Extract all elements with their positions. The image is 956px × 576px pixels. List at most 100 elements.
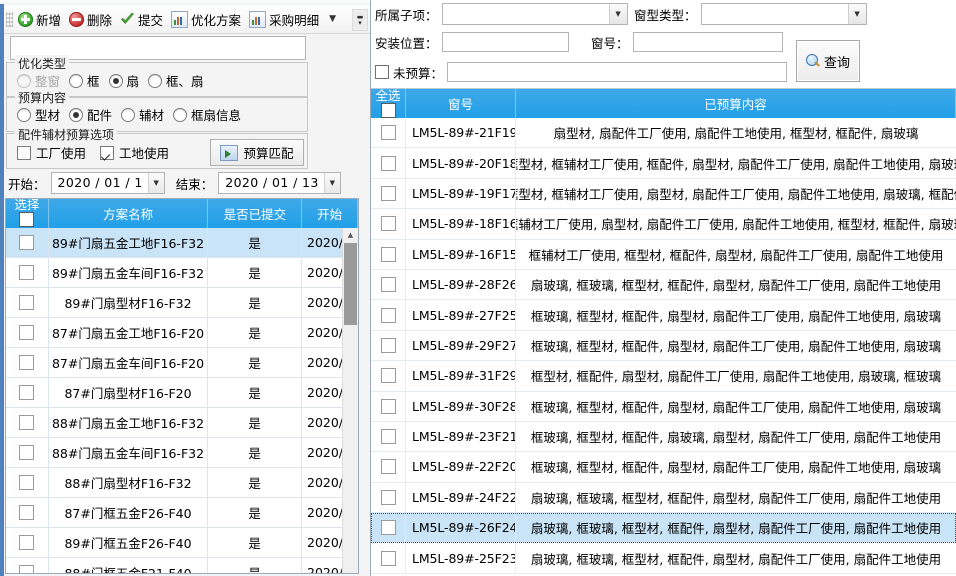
row-select-cell[interactable] (6, 348, 49, 377)
table-row[interactable]: LM5L-89#-19F17 框型材, 框辅材工厂使用, 扇型材, 扇配件工厂使用… (371, 178, 956, 210)
row-select-cell[interactable] (6, 378, 49, 407)
table-row[interactable]: LM5L-89#-31F29 框型材, 框配件, 扇型材, 扇配件工厂使用, 扇配… (371, 361, 956, 392)
row-select-cell[interactable] (371, 118, 406, 148)
scroll-up-icon[interactable]: ▲ (347, 231, 354, 239)
row-checkbox[interactable] (19, 415, 35, 430)
install-position-input[interactable] (441, 32, 569, 52)
row-checkbox[interactable] (380, 489, 396, 505)
chevron-down-icon[interactable]: ▼ (323, 173, 340, 193)
checkbox-site-use[interactable]: 工地使用 (100, 143, 169, 162)
row-select-cell[interactable] (6, 228, 49, 257)
row-checkbox[interactable] (19, 355, 35, 370)
row-checkbox[interactable] (19, 265, 35, 280)
row-select-cell[interactable] (371, 300, 406, 330)
budget-match-button[interactable]: 预算匹配 (210, 139, 304, 166)
chevron-down-icon[interactable]: ▼ (329, 14, 336, 24)
row-checkbox[interactable] (380, 550, 396, 566)
table-row[interactable]: LM5L-89#-28F26 扇玻璃, 框玻璃, 框型材, 框配件, 扇型材, 扇… (371, 269, 956, 301)
radio-optimize-frame[interactable]: 框 (69, 71, 100, 90)
row-checkbox[interactable] (19, 535, 35, 550)
table-row[interactable]: 87#门扇型材F16-F20 是 2020/0 (6, 378, 358, 408)
row-select-cell[interactable] (6, 498, 49, 527)
radio-budget-accessory[interactable]: 配件 (69, 105, 112, 124)
row-checkbox[interactable] (380, 307, 396, 323)
chevron-down-icon[interactable]: ▼ (608, 4, 627, 24)
end-date-picker[interactable]: 2020 / 01 / 13 ▼ (218, 172, 341, 194)
row-select-cell[interactable] (6, 528, 49, 557)
toolbar-overflow-button[interactable]: ▬ ▾ (352, 9, 368, 31)
row-checkbox[interactable] (19, 235, 35, 250)
row-select-cell[interactable] (371, 452, 406, 482)
row-checkbox[interactable] (19, 325, 35, 340)
row-select-cell[interactable] (371, 421, 406, 452)
row-checkbox[interactable] (380, 125, 396, 141)
window-type-combobox[interactable]: ▼ (700, 3, 867, 25)
table-row[interactable]: LM5L-89#-30F28 框玻璃, 框型材, 框配件, 扇型材, 扇配件工厂使… (371, 391, 956, 422)
table-row[interactable]: LM5L-89#-18F16 框辅材工厂使用, 扇型材, 扇配件工厂使用, 扇配件… (371, 209, 956, 240)
select-all-checkbox[interactable] (19, 212, 35, 227)
chevron-down-icon[interactable]: ▼ (847, 4, 866, 24)
row-checkbox[interactable] (19, 505, 35, 520)
radio-budget-auxiliary[interactable]: 辅材 (121, 105, 164, 124)
table-row[interactable]: LM5L-89#-29F27 框玻璃, 框型材, 框配件, 扇型材, 扇配件工厂使… (371, 330, 956, 362)
row-checkbox[interactable] (19, 445, 35, 460)
row-checkbox[interactable] (380, 216, 396, 232)
table-row[interactable]: LM5L-89#-21F19 扇型材, 扇配件工厂使用, 扇配件工地使用, 框型材… (371, 118, 956, 149)
table-row[interactable]: LM5L-89#-26F24 扇玻璃, 框玻璃, 框型材, 框配件, 扇型材, 扇… (371, 513, 956, 544)
plan-col-name[interactable]: 方案名称 (49, 199, 209, 228)
row-select-cell[interactable] (6, 438, 49, 467)
table-row[interactable]: LM5L-89#-23F21 框玻璃, 框型材, 框配件, 扇玻璃, 扇型材, 扇… (371, 421, 956, 453)
row-select-cell[interactable] (6, 408, 49, 437)
table-row[interactable]: LM5L-89#-20F18 框型材, 框辅材工厂使用, 框配件, 扇型材, 扇配… (371, 148, 956, 179)
row-select-cell[interactable] (371, 543, 406, 573)
table-row[interactable]: 88#门扇型材F16-F32 是 2020/0 (6, 468, 358, 498)
row-select-cell[interactable] (371, 209, 406, 239)
table-row[interactable]: LM5L-89#-16F15 框辅材工厂使用, 框型材, 框配件, 扇型材, 扇配… (371, 239, 956, 270)
row-select-cell[interactable] (6, 318, 49, 347)
budget-col-window-no[interactable]: 窗号 (406, 89, 516, 118)
row-select-cell[interactable] (371, 361, 406, 391)
subitem-combobox[interactable]: ▼ (441, 3, 628, 25)
row-checkbox[interactable] (19, 385, 35, 400)
table-row[interactable]: 89#门框五金F26-F40 是 2020/0 (6, 528, 358, 558)
row-select-cell[interactable] (371, 330, 406, 361)
row-select-cell[interactable] (371, 391, 406, 421)
budget-col-content[interactable]: 已预算内容 (516, 89, 956, 118)
row-select-cell[interactable] (371, 269, 406, 300)
plan-col-start-date[interactable]: 开始 (302, 199, 358, 228)
row-checkbox[interactable] (380, 155, 396, 171)
row-select-cell[interactable] (371, 513, 406, 543)
table-row[interactable]: 87#门框五金F26-F40 是 2020/0 (6, 498, 358, 528)
radio-budget-frame-sash-info[interactable]: 框扇信息 (173, 105, 241, 124)
radio-budget-profile[interactable]: 型材 (17, 105, 60, 124)
table-row[interactable]: LM5L-89#-25F23 扇玻璃, 框玻璃, 框型材, 框配件, 扇型材, 扇… (371, 543, 956, 574)
table-row[interactable]: LM5L-89#-27F25 框玻璃, 框型材, 框配件, 扇型材, 扇配件工厂使… (371, 300, 956, 331)
plan-list-scrollbar[interactable]: ▲ (342, 228, 358, 573)
select-all-checkbox[interactable] (380, 102, 396, 118)
row-checkbox[interactable] (380, 368, 396, 384)
table-row[interactable]: 87#门扇五金车间F16-F20 是 2020/0 (6, 348, 358, 378)
toolbar-grip[interactable] (6, 11, 13, 27)
scrollbar-thumb[interactable] (344, 243, 357, 325)
row-checkbox[interactable] (380, 185, 396, 201)
row-checkbox[interactable] (380, 398, 396, 414)
table-row[interactable]: 88#门扇五金车间F16-F32 是 2020/0 (6, 438, 358, 468)
row-select-cell[interactable] (371, 482, 406, 513)
search-button[interactable]: 查询 (796, 40, 860, 82)
row-select-cell[interactable] (371, 148, 406, 178)
row-checkbox[interactable] (380, 520, 396, 536)
row-checkbox[interactable] (380, 277, 396, 293)
plan-search-input[interactable] (10, 36, 306, 60)
row-checkbox[interactable] (19, 565, 35, 573)
chevron-down-icon[interactable]: ▼ (147, 173, 164, 193)
row-select-cell[interactable] (371, 239, 406, 269)
table-row[interactable]: 89#门扇型材F16-F32 是 2020/0 (6, 288, 358, 318)
toolbar-button-submit[interactable]: 提交 (116, 7, 167, 31)
start-date-picker[interactable]: 2020 / 01 / 1 ▼ (50, 172, 165, 194)
table-row[interactable]: LM5L-89#-22F20 框玻璃, 框型材, 框配件, 扇型材, 扇配件工厂使… (371, 452, 956, 483)
row-checkbox[interactable] (19, 295, 35, 310)
row-checkbox[interactable] (19, 475, 35, 490)
unbudgeted-input[interactable] (447, 62, 788, 82)
row-checkbox[interactable] (380, 459, 396, 475)
